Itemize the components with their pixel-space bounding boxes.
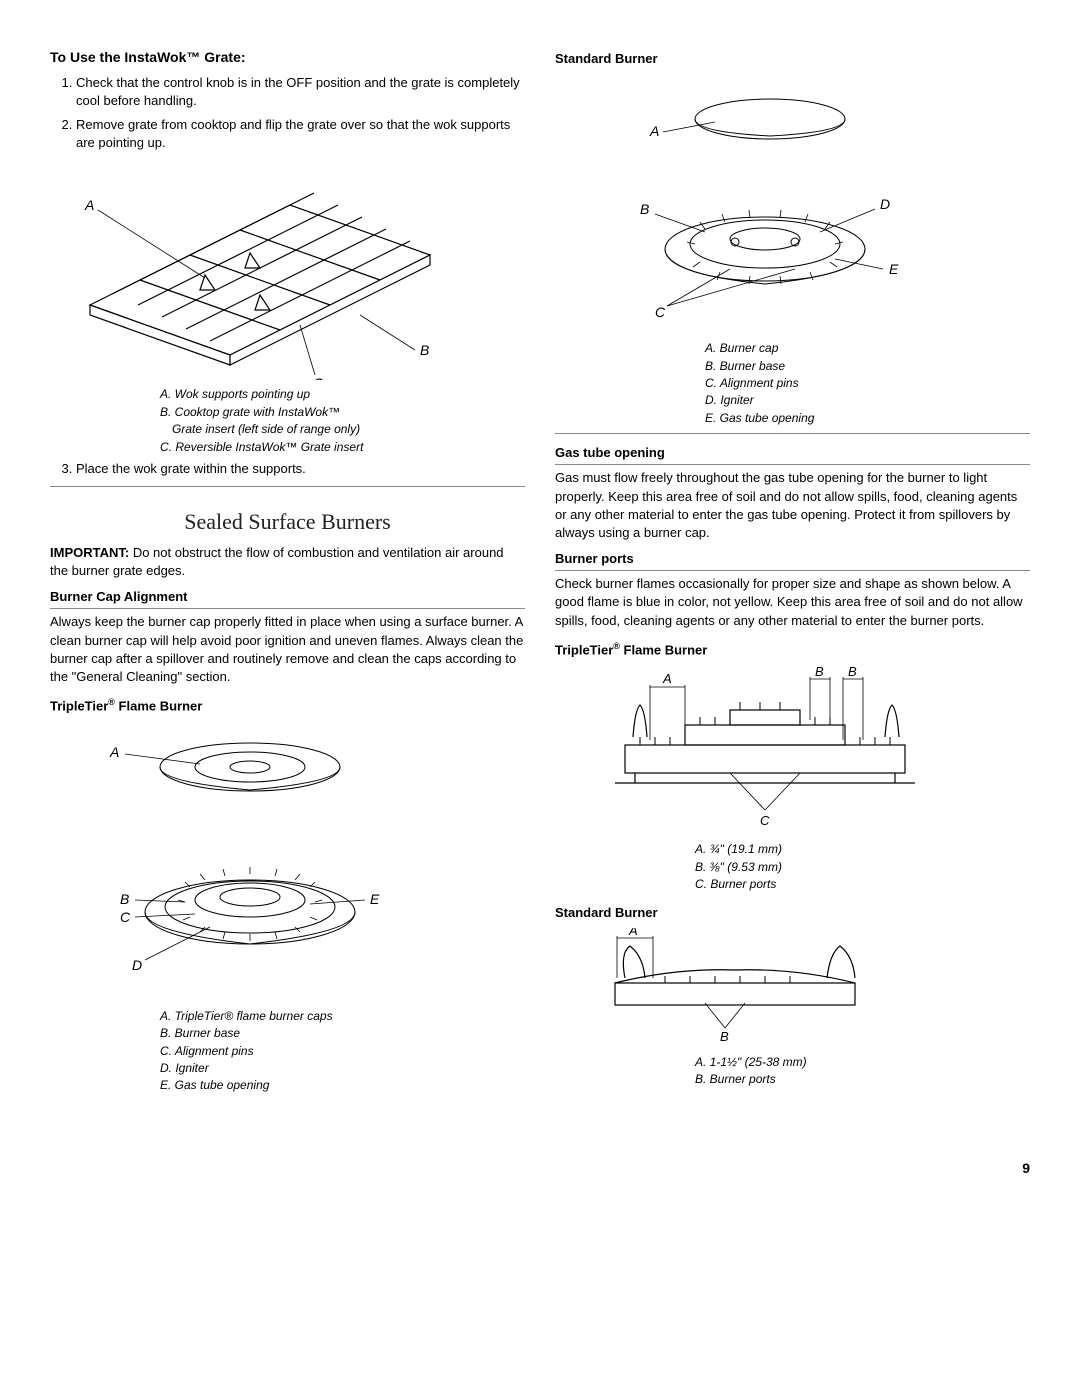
svg-text:B: B	[720, 1029, 729, 1044]
subhead-tripletier-2: TripleTier® Flame Burner	[555, 640, 1030, 660]
bca-text: Always keep the burner cap properly fitt…	[50, 613, 525, 686]
svg-text:D: D	[880, 196, 890, 212]
svg-text:C: C	[760, 813, 770, 828]
heading-sealed: Sealed Surface Burners	[50, 507, 525, 538]
svg-text:E: E	[370, 891, 380, 907]
subhead-tripletier: TripleTier® Flame Burner	[50, 696, 525, 716]
figure-standard-burner: A B C D E	[555, 74, 1030, 334]
svg-text:A: A	[628, 928, 638, 938]
label-C: C	[313, 375, 324, 380]
step-1: Check that the control knob is in the OF…	[76, 74, 525, 110]
subhead-burner-cap-alignment: Burner Cap Alignment	[50, 588, 525, 609]
subhead-burner-ports: Burner ports	[555, 550, 1030, 571]
figure-standard-caption: A. Burner cap B. Burner base C. Alignmen…	[555, 340, 1030, 427]
figure-tt-flame-caption: A. ¾" (19.1 mm) B. ⅜" (9.53 mm) C. Burne…	[555, 841, 1030, 893]
figure-std-flame: A B	[555, 928, 1030, 1048]
svg-text:A: A	[662, 671, 672, 686]
burner-ports-text: Check burner flames occasionally for pro…	[555, 575, 1030, 630]
page-number: 9	[50, 1159, 1030, 1179]
subhead-standard-burner-2: Standard Burner	[555, 904, 1030, 922]
figure-grate: A B C	[50, 160, 525, 380]
subhead-standard-burner: Standard Burner	[555, 50, 1030, 68]
gas-tube-text: Gas must flow freely throughout the gas …	[555, 469, 1030, 542]
step-3: Place the wok grate within the supports.	[76, 460, 525, 478]
label-B: B	[420, 342, 429, 358]
svg-text:A: A	[109, 744, 119, 760]
svg-text:B: B	[815, 665, 824, 679]
important-text: IMPORTANT: Do not obstruct the flow of c…	[50, 544, 525, 580]
svg-text:D: D	[132, 957, 142, 973]
subhead-gas-tube: Gas tube opening	[555, 444, 1030, 465]
figure-tt-flame: A B B C	[555, 665, 1030, 835]
figure-std-flame-caption: A. 1-1½" (25-38 mm) B. Burner ports	[555, 1054, 1030, 1089]
figure-grate-caption: A. Wok supports pointing up B. Cooktop g…	[160, 386, 525, 456]
svg-text:C: C	[655, 304, 666, 320]
svg-text:B: B	[640, 201, 649, 217]
step-2: Remove grate from cooktop and flip the g…	[76, 116, 525, 152]
svg-text:A: A	[649, 123, 659, 139]
label-A: A	[84, 197, 94, 213]
svg-text:B: B	[848, 665, 857, 679]
figure-tripletier-caption: A. TripleTier® flame burner caps B. Burn…	[160, 1008, 525, 1095]
svg-text:E: E	[889, 261, 899, 277]
svg-text:B: B	[120, 891, 129, 907]
svg-text:C: C	[120, 909, 131, 925]
figure-tripletier: A B C D E	[50, 722, 525, 1002]
heading-instawok: To Use the InstaWok™ Grate:	[50, 48, 525, 68]
